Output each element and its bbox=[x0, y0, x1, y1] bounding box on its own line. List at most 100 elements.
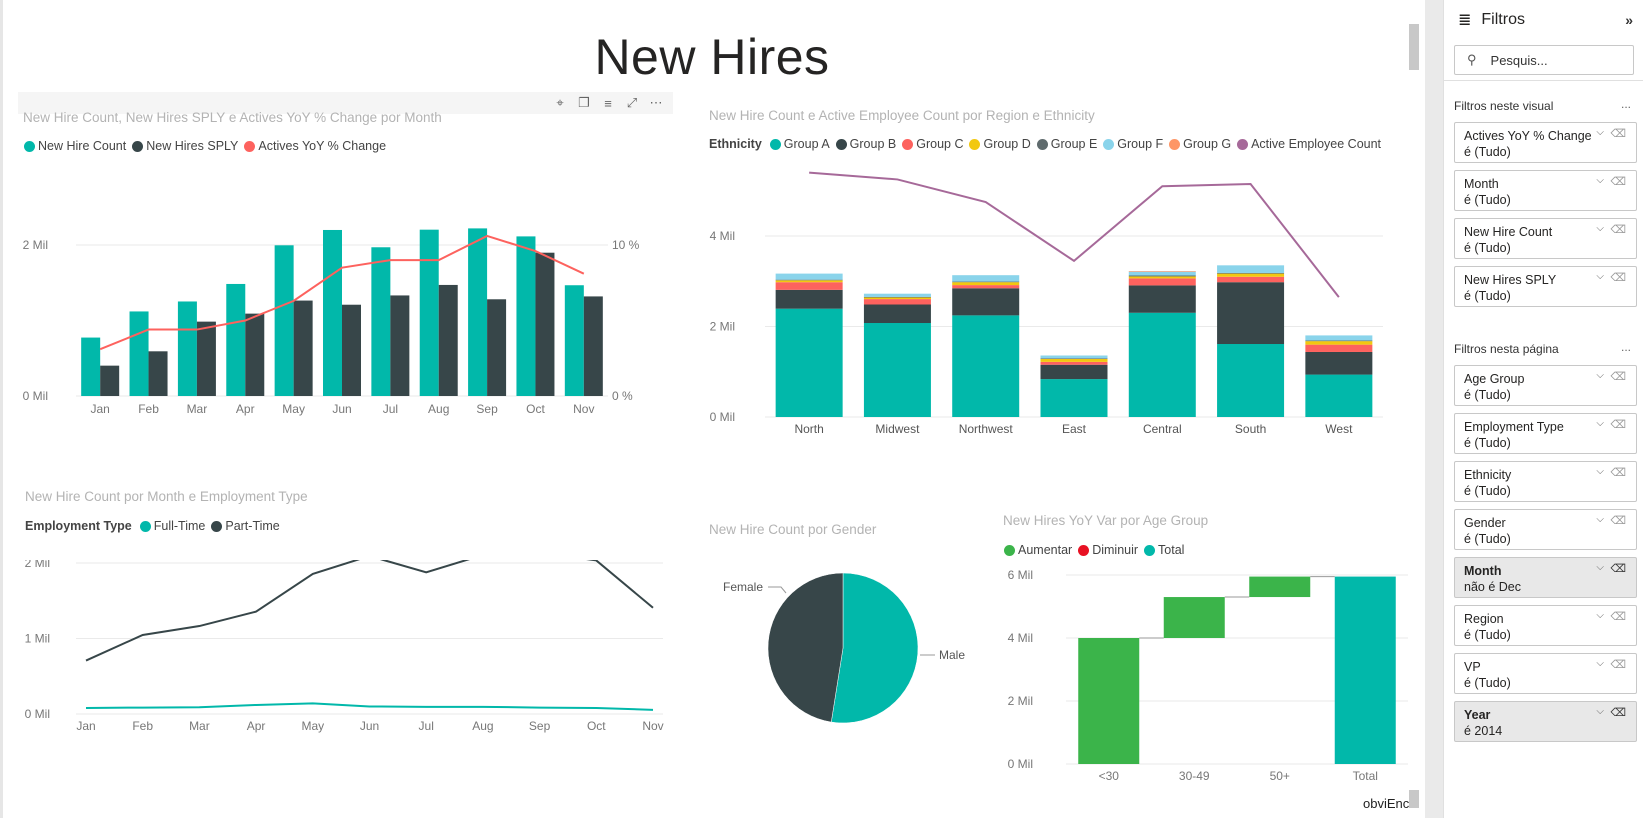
bar-new-hire-count[interactable] bbox=[177, 301, 197, 396]
bar-segment-group-e[interactable] bbox=[1305, 340, 1373, 342]
bar-segment-group-d[interactable] bbox=[1305, 341, 1373, 345]
line-full-time[interactable] bbox=[85, 702, 654, 711]
bar-segment-group-a[interactable] bbox=[952, 315, 1020, 417]
bar-new-hire-count[interactable] bbox=[468, 228, 488, 396]
bar-segment-group-e[interactable] bbox=[952, 281, 1020, 283]
pie-slice-male[interactable] bbox=[830, 572, 919, 724]
more-options-icon[interactable]: ⋯ bbox=[649, 95, 663, 110]
chevron-down-icon[interactable]: ⌵ bbox=[1596, 562, 1604, 573]
bar-segment-group-e[interactable] bbox=[1040, 358, 1108, 359]
clear-filter-icon[interactable]: ⌫ bbox=[1610, 128, 1626, 140]
bar-segment-group-b[interactable] bbox=[1128, 285, 1196, 313]
chart-gender[interactable]: Female Male bbox=[703, 560, 993, 740]
line-active-employee-count[interactable] bbox=[809, 171, 1340, 298]
chevron-down-icon[interactable]: ⌵ bbox=[1596, 418, 1604, 429]
chart-agegroup[interactable]: 0 Mil 2 Mil 4 Mil 6 Mil <30 30-49 50+ Total bbox=[1003, 560, 1413, 790]
bar-new-hires-sply[interactable] bbox=[583, 296, 603, 396]
bar-segment-group-d[interactable] bbox=[775, 280, 843, 283]
bar-new-hires-sply[interactable] bbox=[293, 300, 313, 396]
legend-item[interactable]: Group B bbox=[835, 137, 896, 151]
filter-icon[interactable]: ≡ bbox=[604, 95, 612, 111]
bar-segment-group-e[interactable] bbox=[863, 296, 931, 298]
chevron-down-icon[interactable]: ⌵ bbox=[1596, 514, 1604, 525]
legend-item[interactable]: Part-Time bbox=[211, 519, 280, 533]
bar-new-hire-count[interactable] bbox=[226, 283, 246, 396]
filter-card[interactable]: Employment Type é (Tudo) ⌵ ⌫ bbox=[1454, 413, 1637, 454]
clear-filter-icon[interactable]: ⌫ bbox=[1610, 467, 1626, 479]
clear-filter-icon[interactable]: ⌫ bbox=[1610, 224, 1626, 236]
bar-segment-group-f[interactable] bbox=[775, 273, 843, 280]
bar-new-hire-count[interactable] bbox=[516, 236, 536, 396]
more-options-icon[interactable]: ... bbox=[1620, 97, 1631, 111]
legend-item[interactable]: New Hires SPLY bbox=[132, 139, 238, 153]
bar-segment-group-d[interactable] bbox=[1217, 273, 1285, 277]
bar-segment-group-d[interactable] bbox=[1128, 276, 1196, 279]
collapse-pane-icon[interactable]: » bbox=[1625, 12, 1633, 28]
waterfall-bar[interactable] bbox=[1163, 597, 1225, 638]
filter-card[interactable]: Month não é Dec ⌵ ⌫ bbox=[1454, 557, 1637, 598]
filter-card[interactable]: New Hires SPLY é (Tudo) ⌵ ⌫ bbox=[1454, 266, 1637, 307]
legend-item[interactable]: Group A bbox=[769, 137, 830, 151]
scrollbar-end[interactable] bbox=[1409, 790, 1419, 808]
bar-segment-group-a[interactable] bbox=[1305, 374, 1373, 417]
bar-segment-group-d[interactable] bbox=[1040, 358, 1108, 362]
legend-item[interactable]: Actives YoY % Change bbox=[244, 139, 386, 153]
bar-segment-group-f[interactable] bbox=[863, 293, 931, 297]
bar-segment-group-f[interactable] bbox=[1040, 355, 1108, 359]
bar-new-hires-sply[interactable] bbox=[196, 321, 216, 396]
legend-item[interactable]: Total bbox=[1144, 543, 1184, 557]
chevron-down-icon[interactable]: ⌵ bbox=[1596, 127, 1604, 138]
bar-new-hires-sply[interactable] bbox=[390, 295, 410, 396]
filter-card[interactable]: Gender é (Tudo) ⌵ ⌫ bbox=[1454, 509, 1637, 550]
chevron-down-icon[interactable]: ⌵ bbox=[1596, 466, 1604, 477]
waterfall-bar[interactable] bbox=[1249, 576, 1311, 598]
more-options-icon[interactable]: ... bbox=[1620, 340, 1631, 354]
bar-segment-group-f[interactable] bbox=[952, 275, 1020, 282]
bar-segment-group-f[interactable] bbox=[1217, 265, 1285, 273]
filter-card[interactable]: New Hire Count é (Tudo) ⌵ ⌫ bbox=[1454, 218, 1637, 259]
bar-new-hire-count[interactable] bbox=[564, 285, 584, 396]
bar-new-hires-sply[interactable] bbox=[487, 299, 507, 396]
clear-filter-icon[interactable]: ⌫ bbox=[1610, 272, 1626, 284]
bar-segment-group-a[interactable] bbox=[863, 323, 931, 417]
legend-item[interactable]: Group F bbox=[1103, 137, 1163, 151]
chart-region[interactable]: 0 Mil 2 Mil 4 Mil North Midwest Northwest East… bbox=[703, 160, 1403, 460]
filter-search-input[interactable]: ⚲ Pesquis... bbox=[1454, 45, 1634, 75]
chevron-down-icon[interactable]: ⌵ bbox=[1596, 223, 1604, 234]
filter-card[interactable]: Age Group é (Tudo) ⌵ ⌫ bbox=[1454, 365, 1637, 406]
bar-segment-group-b[interactable] bbox=[1305, 351, 1373, 375]
bar-segment-group-e[interactable] bbox=[1128, 275, 1196, 277]
bar-segment-group-b[interactable] bbox=[1217, 282, 1285, 345]
leader-line[interactable] bbox=[768, 586, 787, 594]
legend-item[interactable]: Group C bbox=[902, 137, 963, 151]
line-part-time[interactable] bbox=[85, 560, 654, 662]
waterfall-bar[interactable] bbox=[1078, 638, 1140, 764]
filter-card[interactable]: VP é (Tudo) ⌵ ⌫ bbox=[1454, 653, 1637, 694]
bar-segment-group-a[interactable] bbox=[1217, 344, 1285, 417]
bar-new-hire-count[interactable] bbox=[274, 245, 294, 396]
bar-new-hires-sply[interactable] bbox=[342, 304, 361, 396]
bar-segment-group-b[interactable] bbox=[1040, 364, 1108, 380]
bar-segment-group-a[interactable] bbox=[1128, 312, 1196, 417]
legend-item[interactable]: Full-Time bbox=[139, 519, 205, 533]
bar-segment-group-b[interactable] bbox=[952, 288, 1020, 316]
bar-segment-group-c[interactable] bbox=[775, 282, 843, 290]
filter-card[interactable]: Region é (Tudo) ⌵ ⌫ bbox=[1454, 605, 1637, 646]
waterfall-bar[interactable] bbox=[1334, 576, 1396, 764]
bar-segment-group-d[interactable] bbox=[952, 282, 1020, 286]
legend-item[interactable]: Aumentar bbox=[1004, 543, 1072, 557]
bar-new-hires-sply[interactable] bbox=[100, 365, 120, 396]
chevron-down-icon[interactable]: ⌵ bbox=[1596, 658, 1604, 669]
bar-segment-group-d[interactable] bbox=[863, 297, 931, 300]
bar-new-hire-count[interactable] bbox=[419, 229, 439, 396]
bar-segment-group-c[interactable] bbox=[952, 285, 1020, 289]
filter-card[interactable]: Actives YoY % Change é (Tudo) ⌵ ⌫ bbox=[1454, 122, 1637, 163]
chevron-down-icon[interactable]: ⌵ bbox=[1596, 610, 1604, 621]
bar-segment-group-b[interactable] bbox=[775, 289, 843, 309]
legend-item[interactable]: Group D bbox=[969, 137, 1031, 151]
bar-new-hires-sply[interactable] bbox=[438, 284, 458, 396]
legend-item[interactable]: Group E bbox=[1036, 137, 1097, 151]
bar-new-hire-count[interactable] bbox=[323, 229, 342, 396]
clear-filter-icon[interactable]: ⌫ bbox=[1610, 515, 1626, 527]
copy-icon[interactable]: ❐ bbox=[578, 95, 590, 110]
